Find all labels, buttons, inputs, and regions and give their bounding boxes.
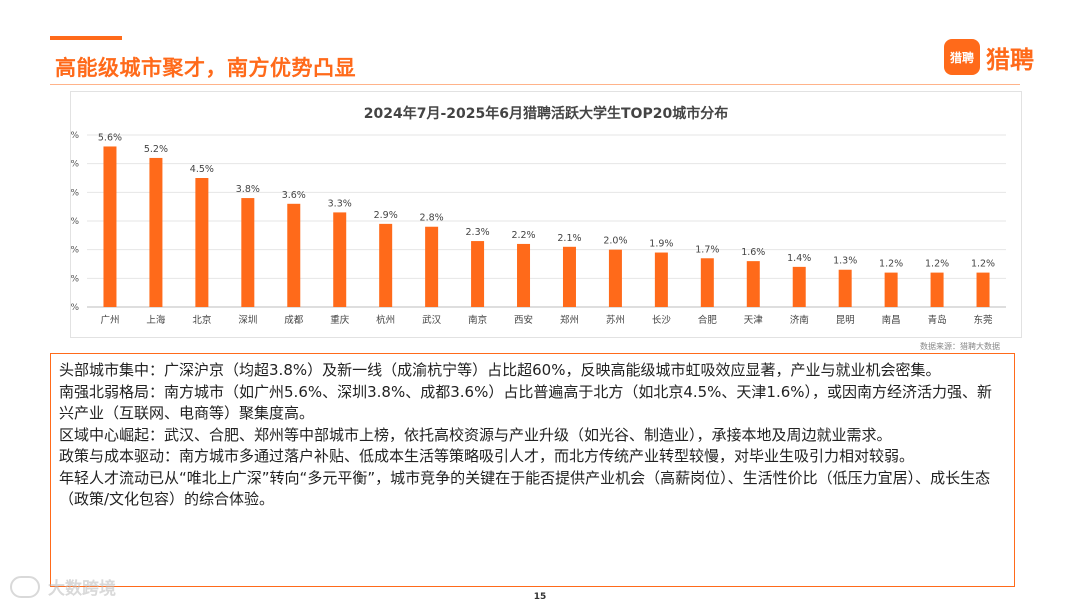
data-label: 1.4% (787, 253, 811, 264)
y-tick-label: 1.0% (71, 274, 79, 284)
x-tick-label: 西安 (514, 314, 533, 326)
bar (884, 272, 898, 307)
data-label: 1.2% (879, 259, 903, 270)
brand-name: 猎聘 (986, 45, 1034, 74)
x-tick-label: 广州 (100, 314, 119, 326)
bar (976, 272, 990, 307)
data-label: 2.2% (511, 230, 535, 241)
x-tick-label: 北京 (192, 314, 211, 326)
y-tick-label: 4.0% (71, 188, 79, 198)
x-tick-label: 上海 (146, 314, 166, 326)
bar (149, 157, 163, 307)
data-label: 5.6% (98, 132, 122, 143)
data-label: 1.3% (833, 256, 857, 267)
data-label: 5.2% (144, 144, 168, 155)
insight-paragraph: 年轻人才流动已从“唯北上广深”转向“多元平衡”，城市竞争的关键在于能否提供产业机… (59, 468, 991, 509)
data-label: 1.6% (741, 247, 765, 258)
x-tick-label: 南昌 (882, 314, 901, 326)
brand-logo-icon: 猎聘 (944, 39, 980, 75)
x-tick-label: 成都 (284, 314, 304, 326)
x-tick-label: 青岛 (928, 314, 947, 326)
insight-paragraph: 区域中心崛起：武汉、合肥、郑州等中部城市上榜，依托高校资源与产业升级（如光谷、制… (59, 425, 892, 444)
data-label: 2.1% (557, 233, 581, 244)
x-tick-label: 天津 (744, 315, 764, 326)
data-label: 2.9% (374, 210, 398, 221)
x-tick-label: 武汉 (422, 314, 442, 326)
x-tick-label: 昆明 (836, 315, 855, 326)
y-tick-label: 6.0% (71, 131, 79, 141)
page-number: 15 (533, 592, 547, 602)
chart-title: 2024年7月-2025年6月猎聘活跃大学生TOP20城市分布 (363, 106, 729, 122)
source-note: 数据来源：猎聘大数据 (920, 342, 1000, 351)
insight-paragraph: 南强北弱格局：南方城市（如广州5.6%、深圳3.8%、成都3.6%）占比普遍高于… (59, 382, 993, 423)
x-tick-label: 合肥 (698, 314, 718, 326)
bar (562, 246, 576, 307)
data-label: 3.6% (282, 190, 306, 201)
insight-paragraph: 政策与成本驱动：南方城市多通过落户补贴、低成本生活等策略吸引人才，而北方传统产业… (59, 447, 915, 465)
x-tick-label: 重庆 (330, 314, 350, 326)
y-tick-label: 2.0% (71, 246, 79, 256)
bar (608, 249, 622, 307)
data-label: 3.8% (236, 184, 260, 195)
x-tick-label: 深圳 (238, 315, 257, 326)
brand: 猎聘 猎聘 (944, 39, 1034, 75)
insight-box: 头部城市集中：广深沪京（均超3.8%）及新一线（成渝杭宁等）占比超60%，反映高… (50, 353, 1015, 587)
bar (471, 241, 485, 307)
bar (930, 272, 944, 307)
insight-paragraph: 头部城市集中：广深沪京（均超3.8%）及新一线（成渝杭宁等）占比超60%，反映高… (59, 361, 941, 379)
y-tick-label: 5.0% (71, 160, 79, 170)
data-label: 2.3% (466, 227, 490, 238)
bar (792, 266, 806, 307)
chart-frame: 2024年7月-2025年6月猎聘活跃大学生TOP20城市分布 0.0% 1.0%… (70, 91, 1022, 338)
watermark-logo-icon (10, 575, 40, 598)
bar (195, 178, 209, 307)
bar (838, 269, 852, 307)
x-tick-label: 东莞 (974, 314, 994, 326)
data-label: 1.2% (925, 259, 949, 270)
watermark: 大数跨境 (10, 574, 116, 599)
page-title: 高能级城市聚才，南方优势凸显 (55, 56, 356, 80)
x-tick-label: 长沙 (652, 314, 672, 326)
bar (241, 198, 255, 307)
data-label: 1.9% (649, 239, 673, 250)
bar (333, 212, 347, 307)
bar (103, 146, 117, 307)
y-tick-label: 0.0% (71, 303, 79, 313)
x-tick-label: 杭州 (376, 314, 395, 326)
data-label: 4.5% (190, 164, 214, 175)
bar (517, 243, 531, 307)
data-label: 1.7% (695, 244, 719, 255)
bar (700, 258, 714, 307)
bar (379, 223, 393, 307)
data-label: 1.2% (971, 259, 995, 270)
bar (287, 203, 301, 307)
data-label: 2.0% (603, 236, 627, 247)
watermark-text: 大数跨境 (48, 579, 116, 599)
data-label: 2.8% (420, 213, 444, 224)
data-label: 3.3% (328, 198, 352, 209)
x-tick-label: 郑州 (560, 314, 579, 326)
bar (746, 261, 760, 307)
bar (654, 252, 668, 307)
header-accent-bar (50, 36, 122, 40)
title-divider (50, 84, 1020, 85)
y-tick-label: 3.0% (71, 217, 79, 227)
x-tick-label: 南京 (468, 314, 487, 326)
bar-chart: 0.0% 1.0% 2.0% 3.0% 4.0% 5.0% 6.0% 5.6% 广州 5.2% 上海… (71, 131, 1006, 326)
bar (425, 226, 439, 307)
x-tick-label: 济南 (790, 314, 809, 326)
x-tick-label: 苏州 (606, 314, 625, 326)
